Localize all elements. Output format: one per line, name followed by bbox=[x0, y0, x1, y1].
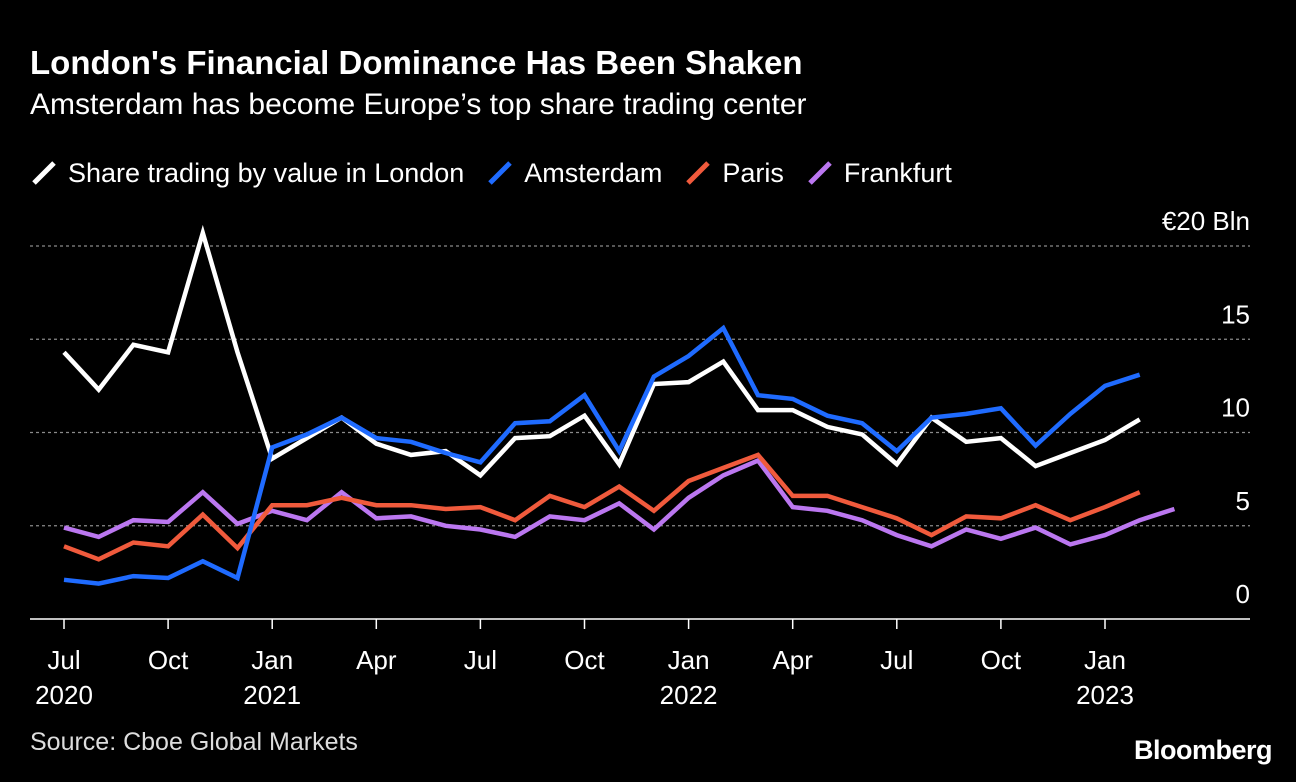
y-tick-label: 0 bbox=[1236, 579, 1250, 609]
legend-swatch-london-icon bbox=[32, 161, 56, 185]
x-tick-label-month: Jan bbox=[251, 645, 293, 675]
x-tick-label-month: Jul bbox=[47, 645, 80, 675]
y-tick-label: 15 bbox=[1221, 299, 1250, 329]
x-tick-label-year: 2020 bbox=[35, 680, 93, 710]
x-tick-label-month: Jul bbox=[464, 645, 497, 675]
legend-item-paris: Paris bbox=[684, 158, 784, 189]
legend-label-amsterdam: Amsterdam bbox=[524, 157, 663, 188]
x-axis: Jul 2020 Oct Jan 2021 Apr Jul Oct Jan 2022 Apr Jul O… bbox=[30, 618, 1250, 710]
y-tick-label: 10 bbox=[1221, 393, 1250, 423]
chart-subtitle: Amsterdam has become Europe’s top share … bbox=[30, 88, 807, 121]
series-line-amsterdam bbox=[63, 324, 1141, 586]
x-tick-label-month: Oct bbox=[564, 645, 605, 675]
legend-swatch-frankfurt-icon bbox=[808, 161, 832, 185]
legend-swatch-paris-icon bbox=[686, 161, 711, 185]
y-axis-ticks: 0 5 10 15 €20 Bln bbox=[1162, 206, 1250, 609]
series-layer bbox=[62, 224, 1176, 586]
legend: Share trading by value in London Amsterd… bbox=[30, 155, 974, 191]
legend-swatch-amsterdam-icon bbox=[488, 161, 513, 185]
x-tick-label-month: Apr bbox=[772, 645, 813, 675]
legend-label-paris: Paris bbox=[722, 157, 784, 188]
series-line-paris bbox=[63, 452, 1141, 562]
x-tick-label-month: Oct bbox=[148, 645, 189, 675]
x-tick-label-month: Jan bbox=[668, 645, 710, 675]
x-tick-label-year: 2022 bbox=[660, 680, 718, 710]
x-tick-label-month: Apr bbox=[356, 645, 397, 675]
x-tick-label-month: Jul bbox=[880, 645, 913, 675]
series-line-frankfurt bbox=[63, 457, 1176, 549]
legend-label-london: Share trading by value in London bbox=[68, 157, 465, 188]
source-note: Source: Cboe Global Markets bbox=[30, 728, 358, 756]
grid-layer bbox=[30, 245, 1250, 527]
series-line-london bbox=[62, 224, 1141, 479]
x-tick-label-year: 2021 bbox=[243, 680, 301, 710]
y-tick-label: 5 bbox=[1236, 486, 1250, 516]
bloomberg-logo: Bloomberg bbox=[1133, 735, 1273, 765]
x-tick-label-year: 2023 bbox=[1076, 680, 1134, 710]
x-tick-label-month: Jan bbox=[1084, 645, 1126, 675]
legend-label-frankfurt: Frankfurt bbox=[843, 157, 952, 188]
legend-item-london: Share trading by value in London bbox=[30, 158, 464, 189]
legend-item-amsterdam: Amsterdam bbox=[486, 158, 662, 189]
chart-title: London's Financial Dominance Has Been Sh… bbox=[30, 44, 803, 81]
y-tick-label: €20 Bln bbox=[1162, 206, 1250, 236]
legend-item-frankfurt: Frankfurt bbox=[806, 158, 952, 189]
x-tick-label-month: Oct bbox=[981, 645, 1022, 675]
